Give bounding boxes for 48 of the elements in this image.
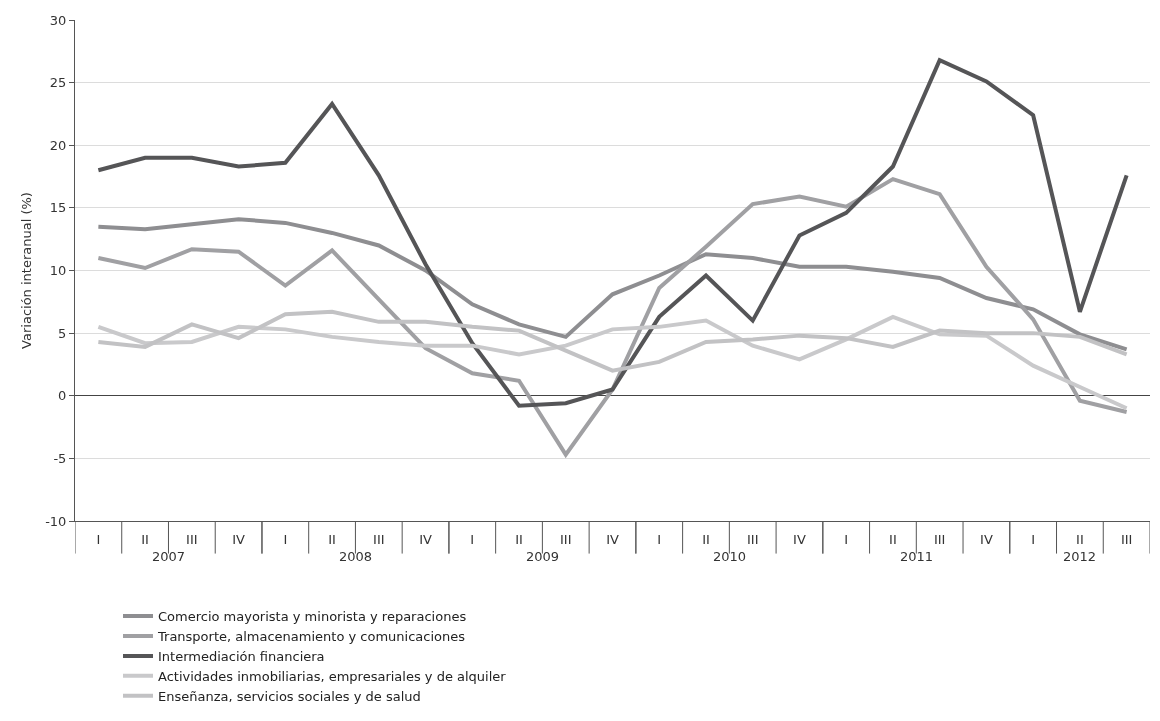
text: 2009 (526, 549, 560, 564)
x-tick-label: I (470, 531, 475, 547)
y-tick-label: -10 (45, 513, 67, 529)
text: 2007 (152, 549, 186, 564)
legend-label: Intermediación financiera (158, 648, 325, 664)
y-tick-label: 15 (49, 200, 67, 216)
x-tick-label: II (889, 531, 897, 547)
y-axis-title: Variación interanual (%) (19, 192, 35, 349)
legend-label: Actividades inmobiliarias, empresariales y de alquiler (158, 668, 507, 684)
x-tick-label: III (373, 531, 385, 547)
x-tick-label: II (1076, 531, 1084, 547)
line-series (96, 58, 1129, 408)
y-tick-label: 25 (49, 75, 67, 91)
x-tick-label: III (186, 531, 198, 547)
x-tick-label: I (657, 531, 662, 547)
legend-label: Comercio mayorista y minorista y reparaciones (158, 609, 467, 625)
legend-label: Transporte, almacenamiento y comunicaciones (157, 629, 466, 645)
line-series (96, 177, 1129, 457)
x-tick-label: II (141, 531, 149, 547)
y-tick-label: -5 (53, 450, 67, 466)
x-tick-label: II (328, 531, 336, 547)
x-tick-label: III (1120, 531, 1133, 547)
x-tick-label: I (96, 531, 101, 547)
x-tick-label: III (746, 531, 759, 547)
text: 2012 (1063, 549, 1097, 564)
x-tick-label: III (560, 531, 572, 547)
legend-label: Enseñanza, servicios sociales y de salud (158, 688, 421, 704)
x-tick-label: II (515, 531, 523, 547)
y-tick-label: 5 (58, 325, 67, 341)
x-tick-label: IV (606, 531, 619, 547)
x-tick-label: I (1031, 531, 1036, 547)
x-tick-label: III (933, 531, 946, 547)
text: 2011 (900, 549, 934, 564)
x-tick-label: IV (793, 531, 806, 547)
text: 2008 (339, 549, 373, 564)
x-tick-label: IV (232, 531, 246, 547)
y-tick-label: 10 (49, 263, 67, 279)
text: 2010 (713, 549, 747, 564)
line-series (96, 217, 1129, 352)
y-tick-label: 0 (58, 388, 67, 404)
x-tick-label: II (702, 531, 710, 547)
x-tick-label: IV (980, 531, 993, 547)
line-series (96, 314, 1129, 411)
y-tick-label: 30 (49, 12, 67, 28)
x-tick-label: I (844, 531, 849, 547)
x-tick-label: IV (419, 531, 433, 547)
y-tick-label: 20 (49, 137, 67, 153)
x-tick-label: I (283, 531, 288, 547)
